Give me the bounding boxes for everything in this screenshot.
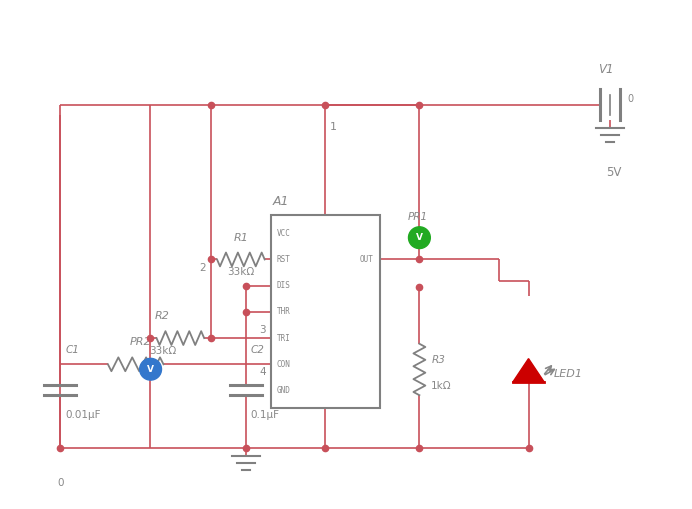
Text: V: V	[416, 233, 423, 242]
Text: 4: 4	[259, 367, 266, 377]
Text: THR: THR	[277, 307, 291, 317]
Text: 1: 1	[330, 123, 337, 132]
Circle shape	[140, 358, 161, 380]
Text: A1: A1	[273, 194, 289, 208]
Text: 3: 3	[259, 325, 266, 335]
Text: GND: GND	[277, 386, 291, 395]
Text: 33kΩ: 33kΩ	[149, 346, 176, 356]
Text: DIS: DIS	[277, 281, 291, 290]
Text: OUT: OUT	[360, 255, 374, 264]
Text: C2: C2	[251, 345, 264, 355]
Text: 0: 0	[628, 94, 634, 104]
Text: R2: R2	[155, 312, 170, 321]
Text: PR2: PR2	[130, 337, 152, 348]
Text: 5V: 5V	[606, 166, 621, 179]
Text: 0.01μF: 0.01μF	[65, 410, 101, 419]
Text: PR1: PR1	[408, 212, 428, 222]
Circle shape	[408, 227, 430, 248]
Text: V1: V1	[598, 63, 614, 76]
Text: LED1: LED1	[554, 370, 583, 379]
Text: RST: RST	[277, 255, 291, 264]
Text: 0: 0	[57, 477, 64, 488]
Bar	[271, 215, 380, 408]
Text: V: V	[147, 365, 154, 374]
Text: R3: R3	[431, 355, 445, 364]
Text: CON: CON	[277, 360, 291, 369]
Text: 33kΩ: 33kΩ	[227, 267, 255, 277]
Text: R1: R1	[233, 233, 248, 243]
Text: 2: 2	[199, 263, 206, 273]
Text: VCC: VCC	[277, 229, 291, 238]
Text: 1kΩ: 1kΩ	[431, 381, 452, 391]
Text: 0.1μF: 0.1μF	[251, 410, 280, 419]
Text: TRI: TRI	[277, 333, 291, 343]
Text: C1: C1	[65, 345, 79, 355]
Polygon shape	[513, 359, 545, 382]
